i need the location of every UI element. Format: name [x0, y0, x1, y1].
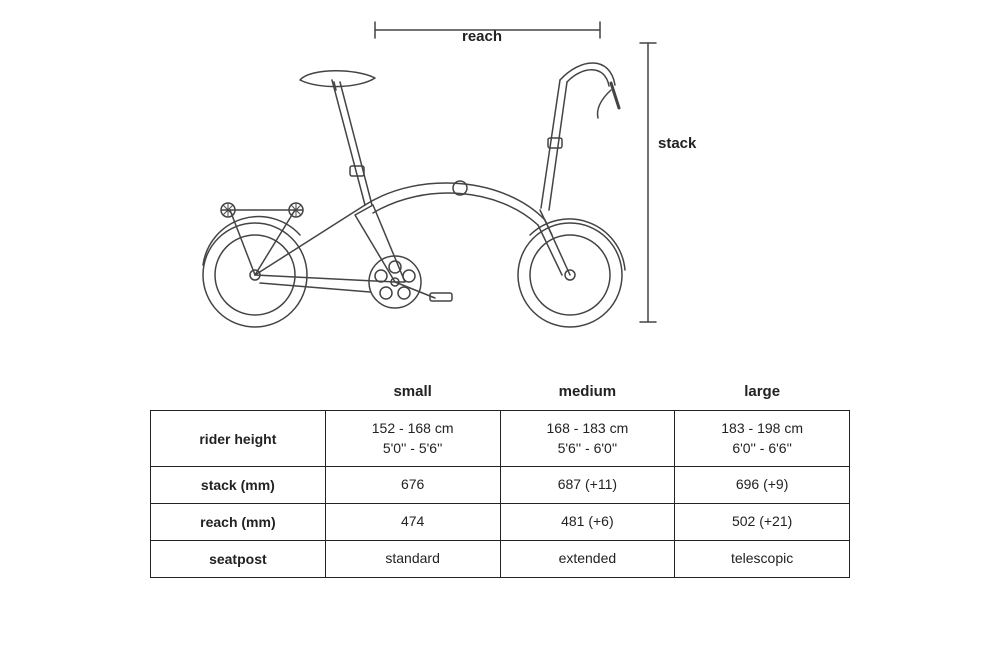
cell: 676 — [325, 467, 500, 504]
cell: 152 - 168 cm 5'0'' - 5'6'' — [325, 411, 500, 467]
row-header-seatpost: seatpost — [151, 541, 326, 578]
cell: 481 (+6) — [500, 504, 675, 541]
table-row: rider height 152 - 168 cm 5'0'' - 5'6'' … — [151, 411, 850, 467]
reach-bracket — [375, 22, 600, 38]
cell: 474 — [325, 504, 500, 541]
col-small: small — [325, 375, 500, 411]
page: reach stack — [0, 0, 1000, 667]
col-medium: medium — [500, 375, 675, 411]
cell: 183 - 198 cm 6'0'' - 6'6'' — [675, 411, 850, 467]
handlebar — [541, 63, 619, 210]
table-header-row: small medium large — [151, 375, 850, 411]
table-row: seatpost standard extended telescopic — [151, 541, 850, 578]
cell: 168 - 183 cm 5'6'' - 6'0'' — [500, 411, 675, 467]
saddle — [300, 71, 375, 90]
bike-diagram: reach stack — [0, 0, 1000, 360]
stack-bracket — [640, 43, 656, 322]
table-row: stack (mm) 676 687 (+11) 696 (+9) — [151, 467, 850, 504]
cell: extended — [500, 541, 675, 578]
crank-pedal — [395, 282, 452, 301]
row-header-rider-height: rider height — [151, 411, 326, 467]
row-header-stack: stack (mm) — [151, 467, 326, 504]
chainstay — [255, 275, 395, 282]
cell: 696 (+9) — [675, 467, 850, 504]
seatpost — [332, 80, 372, 205]
table-row: reach (mm) 474 481 (+6) 502 (+21) — [151, 504, 850, 541]
seatstay — [255, 205, 365, 275]
col-large: large — [675, 375, 850, 411]
bike-svg — [180, 10, 730, 350]
size-table: small medium large rider height 152 - 16… — [150, 375, 850, 578]
cell: telescopic — [675, 541, 850, 578]
row-header-reach: reach (mm) — [151, 504, 326, 541]
size-table-area: small medium large rider height 152 - 16… — [150, 375, 850, 578]
rear-rack — [221, 203, 303, 275]
cell: 502 (+21) — [675, 504, 850, 541]
main-frame — [355, 181, 545, 282]
cell: standard — [325, 541, 500, 578]
chain-line — [260, 283, 370, 292]
cell: 687 (+11) — [500, 467, 675, 504]
